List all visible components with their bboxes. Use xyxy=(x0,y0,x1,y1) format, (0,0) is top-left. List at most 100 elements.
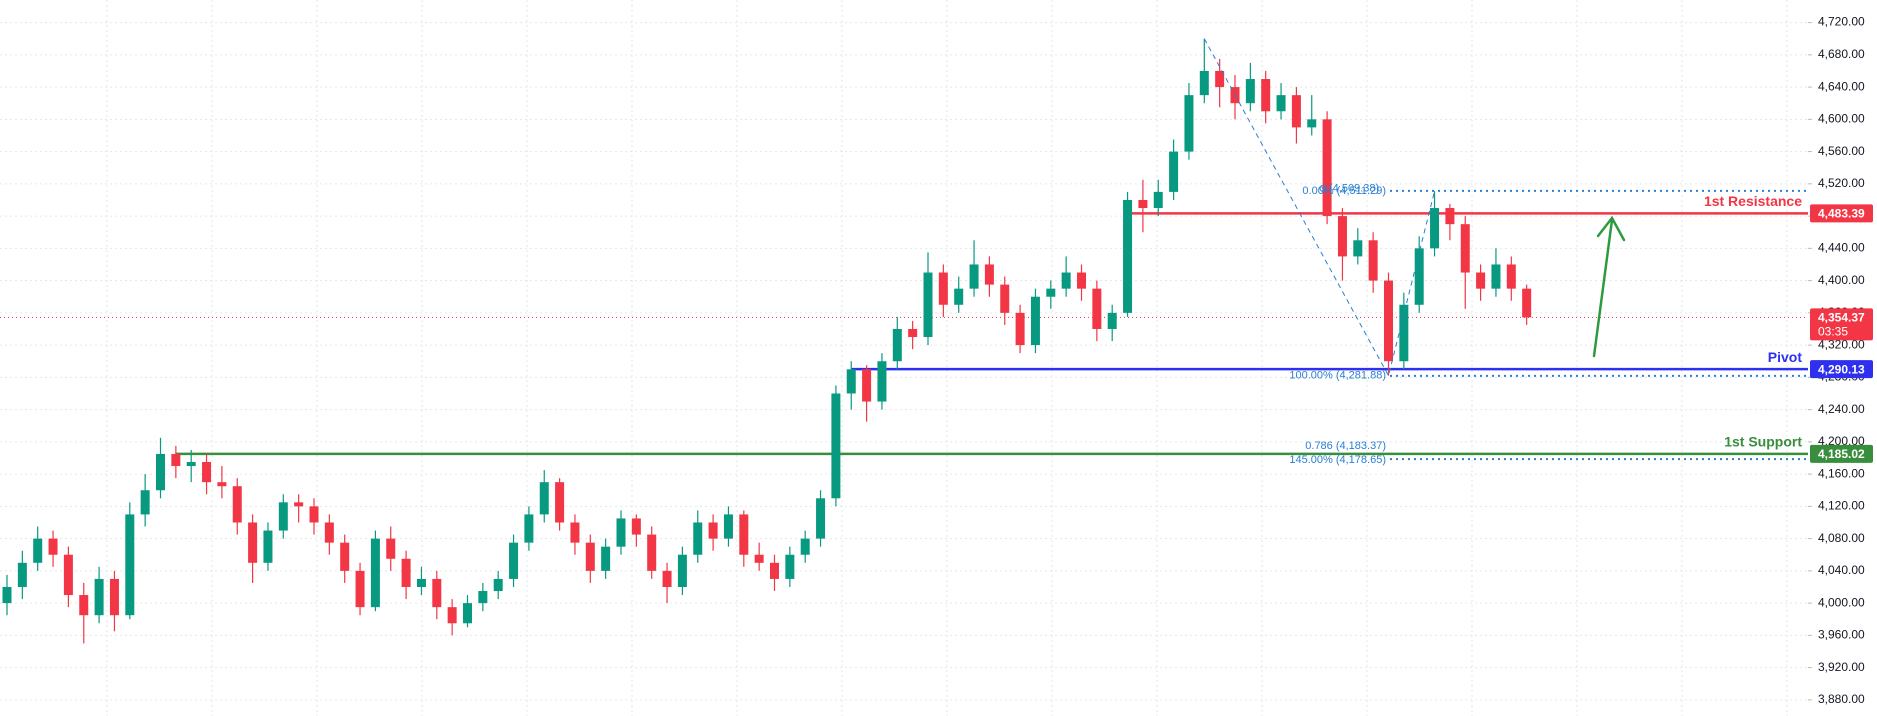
candle-body xyxy=(355,570,365,608)
candles-layer xyxy=(2,38,1532,644)
candle-body xyxy=(1506,264,1516,289)
candle-body xyxy=(463,603,472,624)
candle-body xyxy=(1030,296,1040,346)
candle-body xyxy=(1123,199,1133,313)
arrow-head xyxy=(1596,215,1626,242)
candle-body xyxy=(1153,191,1163,209)
level-price-box xyxy=(1810,360,1873,379)
candle-body xyxy=(509,542,519,579)
candle-body xyxy=(662,570,672,587)
candle-body xyxy=(1107,312,1117,329)
candle-body xyxy=(892,328,902,362)
candle-body xyxy=(63,554,73,596)
candle-body xyxy=(401,558,411,587)
candle-body xyxy=(309,506,319,523)
candle-body xyxy=(125,514,135,616)
level-price-box xyxy=(1810,444,1873,463)
candle-body xyxy=(524,514,534,543)
candle-body xyxy=(416,578,426,587)
candle-body xyxy=(248,522,258,563)
fib-label: 100.00% (4,281.88) xyxy=(1289,370,1386,382)
candle-body xyxy=(816,498,826,539)
candle-body xyxy=(1046,288,1056,297)
y-tick-label: 4,680.00 xyxy=(1818,47,1865,61)
candle-body xyxy=(1460,224,1470,273)
candle-body xyxy=(1245,79,1255,104)
candle-body xyxy=(109,578,119,616)
candle-body xyxy=(1491,264,1501,289)
candle-body xyxy=(770,562,779,579)
candle-body xyxy=(386,538,396,559)
candle-body xyxy=(1476,272,1486,289)
fib-zigzag xyxy=(1203,38,1436,378)
candle-body xyxy=(370,538,380,608)
y-tick-label: 4,000.00 xyxy=(1818,595,1865,609)
candle-body xyxy=(831,393,841,499)
candle-body xyxy=(1384,280,1393,362)
levels-layer xyxy=(0,189,1808,461)
level-price-label: 4,185.02 xyxy=(1818,447,1865,461)
candle-body xyxy=(1077,272,1086,289)
candle-body xyxy=(232,486,242,523)
candle-body xyxy=(601,546,611,571)
candle-body xyxy=(324,522,334,543)
candle-body xyxy=(1368,240,1378,281)
overlay-layer: 0.00% (4,511.29) 100.00% (4,281.88) 0.786 … xyxy=(1203,38,1802,466)
y-tick-label: 4,640.00 xyxy=(1818,79,1865,93)
y-tick-label: 3,960.00 xyxy=(1818,628,1865,642)
candle-body xyxy=(186,462,196,467)
grid-layer xyxy=(0,0,1808,716)
candle-body xyxy=(585,542,595,571)
candle-body xyxy=(1445,208,1455,225)
candle-body xyxy=(969,264,979,289)
fib-point-label: (4,509.38) xyxy=(1329,182,1379,194)
candle-body xyxy=(846,369,856,394)
y-tick-label: 4,400.00 xyxy=(1818,273,1865,287)
candle-body xyxy=(1092,288,1102,329)
candle-body xyxy=(1184,95,1194,152)
y-tick-label: 4,440.00 xyxy=(1818,241,1865,255)
candle-body xyxy=(493,578,503,592)
candle-body xyxy=(723,514,733,539)
level-price-label: 4,290.13 xyxy=(1818,362,1865,376)
candle-body xyxy=(2,586,12,604)
candle-body xyxy=(202,462,212,483)
candle-body xyxy=(1015,312,1025,346)
candle-body xyxy=(79,595,89,616)
y-tick-label: 4,720.00 xyxy=(1818,15,1865,29)
up-arrow xyxy=(1592,215,1626,358)
candle-body xyxy=(263,530,273,563)
fib-label: 145.00% (4,178.65) xyxy=(1289,454,1386,466)
candle-body xyxy=(785,554,795,579)
candle-body xyxy=(877,361,887,402)
candle-body xyxy=(1215,70,1225,88)
y-tick-label: 4,560.00 xyxy=(1818,144,1865,158)
arrow-shaft xyxy=(1592,218,1614,358)
candle-body xyxy=(1322,119,1332,217)
candle-body xyxy=(171,453,181,467)
candle-body xyxy=(432,578,442,608)
candle-body xyxy=(278,502,288,531)
candle-body xyxy=(1307,119,1317,128)
candle-body xyxy=(1414,248,1424,305)
candle-body xyxy=(984,264,994,285)
candle-body xyxy=(954,288,964,305)
candle-body xyxy=(1353,240,1363,257)
y-tick-label: 3,920.00 xyxy=(1818,660,1865,674)
fib-point xyxy=(1319,184,1327,192)
level-name: 1st Resistance xyxy=(1704,193,1802,209)
y-tick-label: 4,080.00 xyxy=(1818,531,1865,545)
candle-body xyxy=(1276,95,1286,112)
level-price-box xyxy=(1810,204,1873,223)
countdown-label: 03:35 xyxy=(1818,325,1848,339)
y-tick-label: 4,120.00 xyxy=(1818,499,1865,513)
candle-body xyxy=(677,554,687,587)
fib-label: 0.786 (4,183.37) xyxy=(1305,440,1386,452)
candle-body xyxy=(693,522,703,555)
y-tick-label: 4,240.00 xyxy=(1818,402,1865,416)
candle-body xyxy=(48,538,58,555)
candle-body xyxy=(908,328,918,338)
level-name: 1st Support xyxy=(1724,434,1802,450)
candle-body xyxy=(923,272,933,338)
